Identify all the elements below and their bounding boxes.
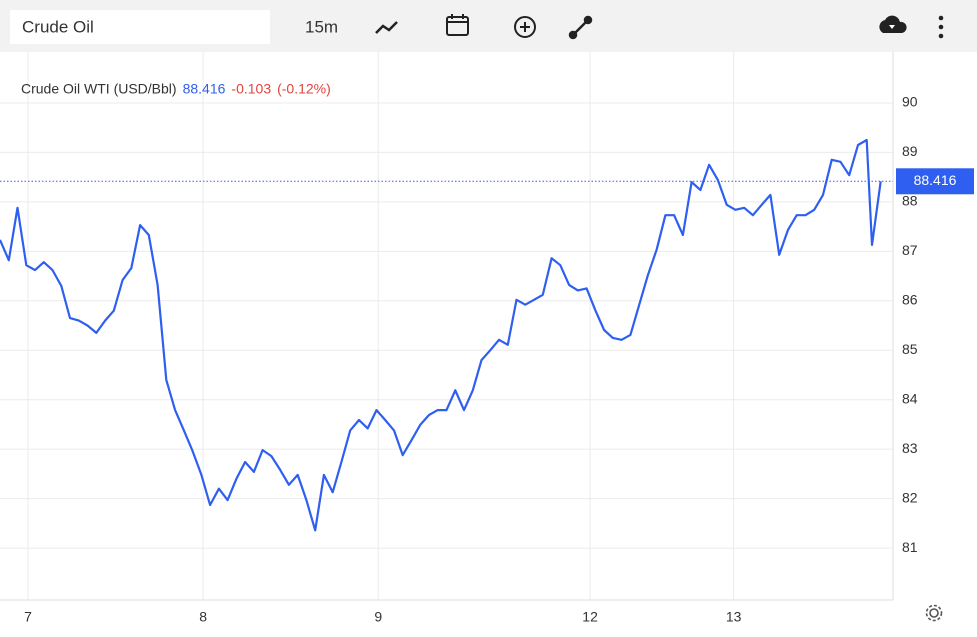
x-tick-label: 12 xyxy=(582,609,598,625)
download-icon[interactable] xyxy=(879,15,907,33)
legend: Crude Oil WTI (USD/Bbl) 88.416 -0.103 (-… xyxy=(21,81,331,97)
price-tag-label: 88.416 xyxy=(914,172,957,188)
symbol[interactable]: Crude Oil xyxy=(22,17,94,36)
y-tick-label: 86 xyxy=(902,291,918,307)
interval[interactable]: 15m xyxy=(305,17,338,36)
y-tick-label: 89 xyxy=(902,143,918,159)
menu-icon[interactable] xyxy=(938,15,944,39)
chart-type-icon[interactable] xyxy=(375,21,398,34)
x-tick-label: 9 xyxy=(374,609,382,625)
x-tick-label: 13 xyxy=(726,609,742,625)
price: 88.416 xyxy=(183,81,226,97)
chart-title: Crude Oil WTI (USD/Bbl) xyxy=(21,81,177,97)
gear-icon[interactable] xyxy=(925,604,943,622)
y-tick-label: 82 xyxy=(902,489,918,505)
y-tick-label: 88 xyxy=(902,193,918,209)
x-tick-label: 7 xyxy=(24,609,32,625)
y-tick-label: 87 xyxy=(902,242,918,258)
add-icon[interactable] xyxy=(514,16,536,38)
calendar-icon[interactable] xyxy=(446,14,469,36)
price-tag xyxy=(896,168,974,195)
symbol-box[interactable] xyxy=(10,10,270,44)
price-line xyxy=(0,138,882,532)
y-tick-label: 90 xyxy=(902,94,918,110)
y-tick-label: 81 xyxy=(902,539,918,555)
y-tick-label: 84 xyxy=(902,390,918,406)
grid xyxy=(0,52,893,600)
y-tick-label: 85 xyxy=(902,341,918,357)
y-tick-label: 83 xyxy=(902,440,918,456)
x-tick-label: 8 xyxy=(199,609,207,625)
draw-icon[interactable] xyxy=(568,15,593,40)
change-pct: (-0.12%) xyxy=(277,81,331,97)
change: -0.103 xyxy=(231,81,271,97)
